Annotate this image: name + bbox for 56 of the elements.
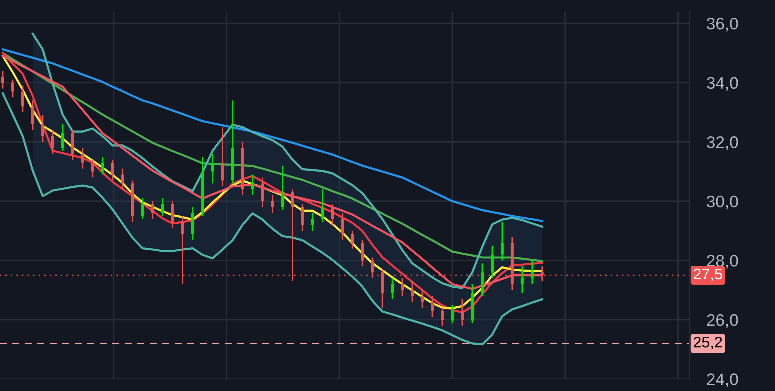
candlestick bbox=[21, 85, 24, 114]
candlestick bbox=[421, 290, 424, 309]
candlestick bbox=[261, 177, 264, 208]
y-tick-label: 26,0 bbox=[707, 314, 738, 328]
candlestick bbox=[530, 260, 534, 286]
line-series bbox=[2, 48, 544, 222]
candlestick bbox=[91, 159, 94, 178]
candlestick bbox=[391, 278, 394, 300]
candlestick bbox=[301, 204, 304, 232]
y-tick-label: 30,0 bbox=[707, 196, 738, 210]
y-tick-label: 24,0 bbox=[707, 374, 738, 388]
candlestick bbox=[71, 130, 74, 161]
candlestick bbox=[271, 194, 274, 214]
candlestick bbox=[41, 114, 44, 143]
candlestick bbox=[11, 79, 14, 98]
candlestick bbox=[101, 156, 104, 176]
candlestick bbox=[171, 200, 174, 229]
candlestick bbox=[351, 230, 354, 250]
y-tick-label: 32,0 bbox=[707, 136, 738, 150]
candlestick bbox=[431, 296, 434, 318]
candlestick bbox=[51, 130, 54, 155]
candlestick bbox=[211, 153, 214, 184]
candlestick bbox=[411, 280, 414, 303]
candlestick bbox=[331, 204, 334, 226]
candlestick bbox=[221, 126, 224, 188]
line-series bbox=[2, 92, 544, 346]
candlestick bbox=[341, 212, 344, 241]
candlestick bbox=[311, 212, 314, 232]
candlestick bbox=[141, 198, 144, 220]
candlestick bbox=[281, 165, 284, 212]
y-tick-label: 34,0 bbox=[707, 77, 738, 92]
candlestick bbox=[161, 198, 164, 217]
candlestick bbox=[361, 239, 364, 268]
y-tick-label: 28,0 bbox=[707, 255, 738, 269]
ref-line-label: 27,5 bbox=[694, 268, 722, 282]
candlestick bbox=[371, 257, 374, 280]
candlestick bbox=[461, 298, 464, 327]
candlestick bbox=[251, 174, 254, 196]
candlestick bbox=[520, 266, 524, 294]
candlestick bbox=[81, 147, 84, 170]
candlestick bbox=[2, 70, 4, 90]
candlestick bbox=[451, 304, 454, 324]
candlestick bbox=[31, 100, 34, 131]
candlestick bbox=[151, 200, 154, 220]
candlestick bbox=[441, 307, 444, 327]
candlestick bbox=[500, 221, 504, 262]
candlestick bbox=[111, 159, 114, 182]
ref-line-label: 25,2 bbox=[694, 336, 722, 350]
y-tick-label: 36,0 bbox=[707, 18, 738, 32]
candlestick bbox=[321, 188, 324, 223]
candlestick bbox=[61, 124, 64, 152]
candlestick bbox=[490, 245, 494, 280]
candlestick bbox=[401, 278, 404, 297]
candlestick bbox=[121, 168, 124, 190]
candlestick bbox=[480, 262, 484, 297]
candlestick bbox=[191, 206, 194, 241]
